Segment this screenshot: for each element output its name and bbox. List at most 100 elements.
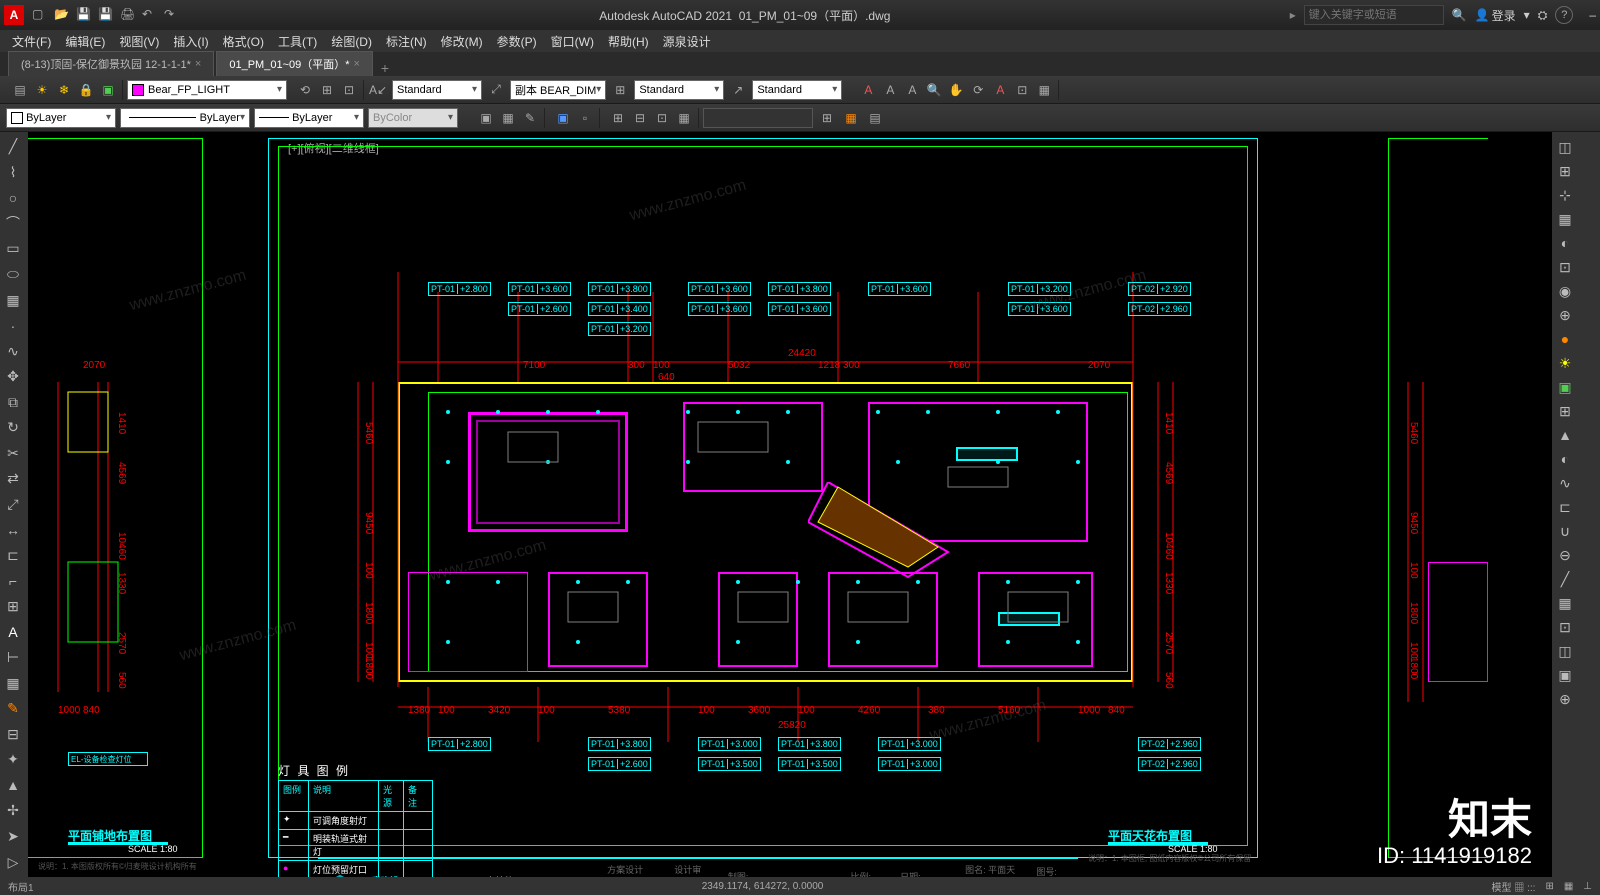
layer-selector[interactable]: Bear_FP_LIGHT ▾ [127, 80, 287, 100]
ellipse-icon[interactable]: ⬭ [2, 264, 24, 286]
menu-window[interactable]: 窗口(W) [545, 31, 600, 52]
view-icon[interactable]: ▦ [1554, 208, 1576, 230]
hatch-icon[interactable]: ▦ [2, 289, 24, 311]
trim-icon[interactable]: ✂ [2, 443, 24, 465]
mirror-icon[interactable]: ⇄ [2, 468, 24, 490]
cursor-icon[interactable]: ▷ [2, 851, 24, 873]
tablestyle-combo[interactable]: Standard▾ [634, 80, 724, 100]
menu-edit[interactable]: 编辑(E) [59, 31, 111, 52]
text-tool-icon[interactable]: A [2, 621, 24, 643]
ungroup-icon[interactable]: ⊟ [630, 108, 650, 128]
menu-dimension[interactable]: 标注(N) [380, 31, 433, 52]
textstyle-combo[interactable]: Standard▾ [392, 80, 482, 100]
tablestyle-icon[interactable]: ⊞ [610, 80, 630, 100]
arrow-icon[interactable]: ➤ [2, 826, 24, 848]
orbit-icon[interactable]: ⟳ [968, 80, 988, 100]
spline-icon[interactable]: ∿ [2, 340, 24, 362]
new-icon[interactable]: ▢ [32, 7, 48, 23]
stretch-icon[interactable]: ↔ [2, 519, 24, 541]
annotate3-icon[interactable]: A [902, 80, 922, 100]
nav-cube-icon[interactable]: ◫ [1554, 136, 1576, 158]
menu-tools[interactable]: 工具(T) [272, 31, 323, 52]
union-icon[interactable]: ∪ [1554, 520, 1576, 542]
edit-block-icon[interactable]: ✎ [520, 108, 540, 128]
filter-combo[interactable] [703, 108, 813, 128]
coords-icon[interactable]: ✢ [2, 800, 24, 822]
material-icon[interactable]: ● [1554, 328, 1576, 350]
model-space-label[interactable]: 模型 ▦ ::: [1492, 879, 1536, 894]
layer-walk-icon[interactable]: ⊡ [339, 80, 359, 100]
print-icon[interactable]: 🖨 [120, 7, 136, 23]
save-icon[interactable]: 💾 [76, 7, 92, 23]
group-edit-icon[interactable]: ⊡ [652, 108, 672, 128]
annotate2-icon[interactable]: A [880, 80, 900, 100]
group-icon[interactable]: ⊞ [608, 108, 628, 128]
drawing-canvas[interactable]: [+][俯视][二维线框] [28, 132, 1552, 877]
menu-yuanquan[interactable]: 源泉设计 [657, 31, 717, 52]
redo-icon[interactable]: ↷ [164, 7, 180, 23]
dimstyle-icon[interactable]: ⤢ [486, 80, 506, 100]
xref-icon[interactable]: ▫ [575, 108, 595, 128]
textstyle-icon[interactable]: A↙ [368, 80, 388, 100]
mleaderstyle-icon[interactable]: ↗ [728, 80, 748, 100]
minimize-icon[interactable]: – [1589, 8, 1596, 22]
rotate-icon[interactable]: ↻ [2, 417, 24, 439]
light-icon[interactable]: ☀ [1554, 352, 1576, 374]
line-icon[interactable]: ╱ [2, 136, 24, 158]
slice-icon[interactable]: ╱ [1554, 568, 1576, 590]
mleaderstyle-combo[interactable]: Standard▾ [752, 80, 842, 100]
group-select-icon[interactable]: ▦ [674, 108, 694, 128]
measure-icon[interactable]: ⊟ [2, 724, 24, 746]
nav-bar-icon[interactable]: ⊞ [1554, 160, 1576, 182]
menu-help[interactable]: 帮助(H) [602, 31, 655, 52]
open-icon[interactable]: 📂 [54, 7, 70, 23]
mesh-icon[interactable]: ▦ [1554, 592, 1576, 614]
linetype-combo[interactable]: ByLayer▾ [120, 108, 250, 128]
layer-freeze-icon[interactable]: ❄ [54, 80, 74, 100]
grid-icon[interactable]: ▦ [1564, 881, 1573, 892]
loft-icon[interactable]: ⊏ [1554, 496, 1576, 518]
annotate-icon[interactable]: A [858, 80, 878, 100]
close-icon[interactable]: × [195, 58, 201, 70]
render-icon[interactable]: ▣ [1554, 376, 1576, 398]
menu-modify[interactable]: 修改(M) [435, 31, 489, 52]
rectangle-icon[interactable]: ▭ [2, 238, 24, 260]
search-icon[interactable]: 🔍 [1452, 8, 1467, 22]
dimstyle-combo[interactable]: 副本 BEAR_DIM▾ [510, 80, 606, 100]
block-icon[interactable]: ▦ [498, 108, 518, 128]
login-link[interactable]: 👤 登录 [1475, 7, 1516, 24]
fillet-icon[interactable]: ⌐ [2, 570, 24, 592]
dim-icon[interactable]: ⊢ [2, 647, 24, 669]
list-view-icon[interactable]: ▤ [865, 108, 885, 128]
menu-insert[interactable]: 插入(I) [167, 31, 214, 52]
lineweight-combo[interactable]: ByLayer▾ [254, 108, 364, 128]
move-icon[interactable]: ✥ [2, 366, 24, 388]
array-icon[interactable]: ⊞ [2, 596, 24, 618]
apps-icon[interactable]: ⛭ [1538, 8, 1548, 23]
close-icon[interactable]: × [354, 58, 360, 70]
arc-icon[interactable]: ⌒ [2, 213, 24, 235]
region-icon[interactable]: ▲ [2, 775, 24, 797]
surface-icon[interactable]: ⊡ [1554, 616, 1576, 638]
sweep-icon[interactable]: ∿ [1554, 472, 1576, 494]
clean-icon[interactable]: ⊞ [817, 108, 837, 128]
add-tab-icon[interactable]: + [375, 60, 395, 76]
face-icon[interactable]: ▣ [1554, 664, 1576, 686]
insert-icon[interactable]: ▣ [476, 108, 496, 128]
visual-style-icon[interactable]: ◐ [1554, 232, 1576, 254]
erase-icon[interactable]: ✎ [2, 698, 24, 720]
menu-draw[interactable]: 绘图(D) [325, 31, 378, 52]
cart-icon[interactable]: ▾ [1524, 8, 1530, 22]
table-icon[interactable]: ▦ [2, 672, 24, 694]
menu-file[interactable]: 文件(F) [6, 31, 57, 52]
explode-icon[interactable]: ✦ [2, 749, 24, 771]
grid-view-icon[interactable]: ▦ [841, 108, 861, 128]
plotstyle-combo[interactable]: ByColor▾ [368, 108, 458, 128]
ruler-icon[interactable]: ⊡ [1012, 80, 1032, 100]
layer-properties-icon[interactable]: ▤ [10, 80, 30, 100]
copy-icon[interactable]: ⧉ [2, 391, 24, 413]
share-icon[interactable]: ▸ [1290, 8, 1296, 22]
point-icon[interactable]: · [2, 315, 24, 337]
file-tab-2[interactable]: 01_PM_01~09（平面）*× [216, 51, 373, 76]
file-tab-1[interactable]: (8-13)顶固-保亿御景玖园 12-1-1-1*× [8, 51, 214, 76]
